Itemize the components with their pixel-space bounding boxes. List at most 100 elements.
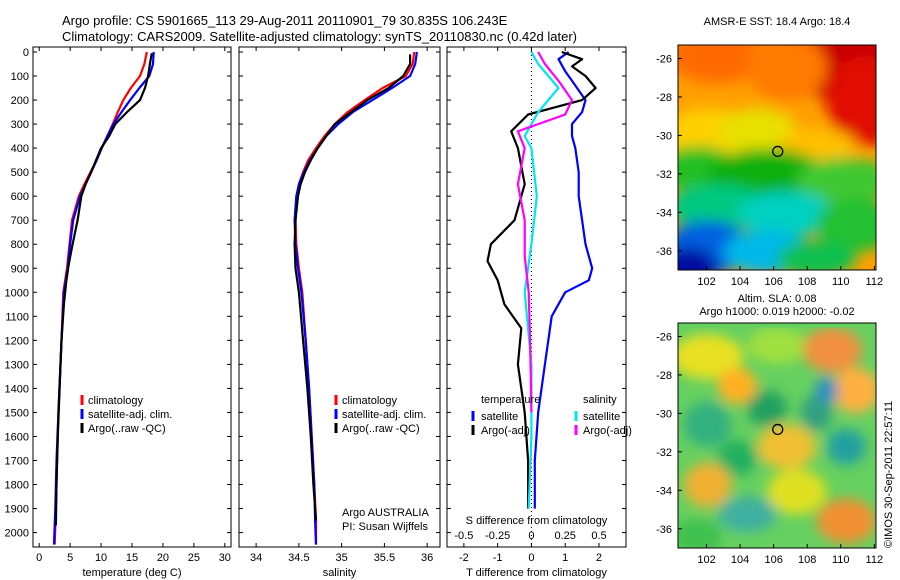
x-tick-label: 104	[731, 276, 749, 288]
map-region	[678, 334, 744, 380]
y-tick-label: -34	[656, 207, 672, 219]
sla-map-title: Argo h1000: 0.019 h2000: -0.02	[699, 306, 854, 318]
x-tick-label: -2	[459, 552, 469, 564]
legend-label: satellite-adj. clim.	[342, 409, 426, 421]
y-tick-label: -36	[656, 524, 672, 536]
x-tick-label: 35.5	[374, 552, 395, 564]
map-region	[747, 390, 787, 427]
y-tick-label: 300	[11, 119, 29, 131]
series-line	[486, 50, 597, 509]
x-tick-label: 25	[188, 552, 200, 564]
difference-series	[486, 47, 597, 547]
map-region	[683, 401, 732, 447]
legend-label: Argo(-adj)	[481, 425, 530, 437]
y-tick-label: 1100	[5, 311, 29, 323]
y-tick-label: -34	[656, 485, 672, 497]
legend-label: satellite-adj. clim.	[88, 409, 172, 421]
map-region	[717, 496, 777, 533]
y-tick-label: 1500	[5, 407, 29, 419]
map-region	[767, 469, 827, 515]
map-region	[717, 108, 797, 153]
x-tick-label: 112	[866, 554, 884, 566]
legend-title-temperature: temperature	[481, 394, 540, 406]
sst-map-panel: AMSR-E SST: 18.4 Argo: 18.4 102 104 106 108 1…	[656, 16, 884, 288]
y-tick-label: -28	[656, 370, 672, 382]
sst-map-field	[678, 45, 876, 270]
series-line	[293, 54, 412, 521]
map-region	[737, 191, 837, 237]
x-tick-label: 20	[157, 552, 169, 564]
x-tick-label: 36	[421, 552, 433, 564]
y-tick-label: 900	[11, 263, 29, 275]
y-tick-label: -30	[656, 130, 672, 142]
map-region	[683, 462, 732, 508]
y-tick-label: -32	[656, 169, 672, 181]
argo-position-marker	[772, 423, 784, 436]
argo-position-marker	[772, 145, 784, 158]
legend-label: climatology	[342, 395, 398, 407]
y-tick-label: 700	[11, 215, 29, 227]
series-line	[533, 51, 594, 509]
x-tick-label: 112	[866, 276, 884, 288]
y-tick-label: 400	[11, 143, 29, 155]
map-region	[747, 45, 827, 102]
y-tick-label: 600	[11, 191, 29, 203]
map-region	[757, 424, 817, 470]
legend-label: satellite	[583, 411, 620, 423]
sst-map-title: AMSR-E SST: 18.4 Argo: 18.4	[704, 16, 851, 28]
y-tick-label: 1900	[5, 504, 29, 516]
series-line	[53, 51, 148, 545]
s-tick-label: 0.5	[591, 530, 606, 542]
imos-stamp: ©IMOS 30-Sep-2011 22:57:11	[883, 401, 895, 548]
difference-frame	[446, 46, 627, 548]
series-line	[293, 51, 418, 545]
sla-map-frame	[677, 322, 877, 549]
y-tick-label: 100	[11, 71, 29, 83]
map-region	[678, 45, 768, 84]
y-tick-label: 1300	[5, 359, 29, 371]
legend-title-salinity: salinity	[583, 394, 617, 406]
y-tick-label: -26	[656, 331, 672, 343]
x-tick-label: 1	[562, 552, 568, 564]
sst-map-blobs	[678, 45, 876, 270]
y-tick-label: -28	[656, 92, 672, 104]
x-tick-label: 106	[764, 554, 782, 566]
legend-label: climatology	[88, 395, 144, 407]
y-tick-label: 800	[11, 239, 29, 251]
map-region	[747, 327, 807, 364]
sla-map-blobs	[678, 327, 876, 548]
x-tick-label: 0	[528, 552, 534, 564]
x-tick-label: 104	[731, 554, 749, 566]
x-tick-label: 110	[832, 554, 850, 566]
salinity-xlabel: salinity	[323, 567, 357, 579]
y-tick-label: 1200	[5, 335, 29, 347]
y-tick-label: 1400	[5, 383, 29, 395]
profile-title: Argo profile: CS 5901665_113 29-Aug-2011…	[62, 13, 508, 28]
series-line	[52, 51, 155, 545]
y-tick-label: -26	[656, 53, 672, 65]
x-tick-label: 2	[596, 552, 602, 564]
salinity-series	[293, 51, 418, 545]
y-tick-label: 1700	[5, 455, 29, 467]
s-tick-label: 0	[528, 530, 534, 542]
legend-label: Argo(-adj)	[583, 425, 632, 437]
series-line	[54, 53, 153, 526]
s-tick-label: 0.25	[554, 530, 575, 542]
map-region	[826, 428, 867, 465]
legend-label: Argo(..raw -QC)	[88, 423, 166, 435]
legend-label: Argo(..raw -QC)	[342, 423, 420, 435]
y-tick-label: -36	[656, 246, 672, 258]
y-tick-label: 1600	[5, 431, 29, 443]
series-line	[516, 51, 574, 413]
temperature-panel: 0100200300400500600700800900100011001200…	[5, 46, 232, 579]
float-owner-label: Argo AUSTRALIA	[342, 507, 429, 519]
map-region	[678, 247, 718, 270]
x-tick-label: 108	[798, 276, 816, 288]
y-tick-label: -30	[656, 408, 672, 420]
x-tick-label: 110	[832, 276, 850, 288]
y-tick-label: 1000	[5, 287, 29, 299]
x-tick-label: 10	[95, 552, 107, 564]
y-tick-label: 0	[23, 47, 29, 59]
